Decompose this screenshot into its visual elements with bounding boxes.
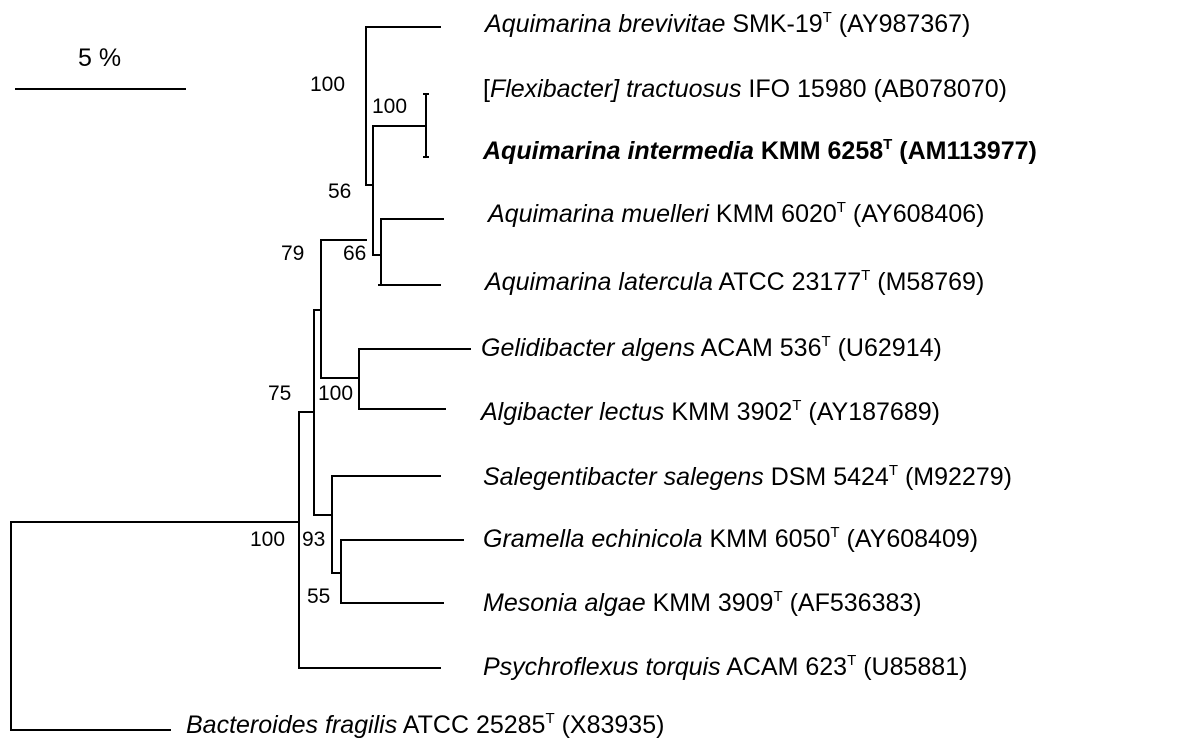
accession-number: (AY987367) bbox=[838, 10, 971, 38]
strain-id: ACAM 623 bbox=[726, 653, 848, 681]
type-strain-mark: T bbox=[792, 397, 802, 414]
accession-number: (U85881) bbox=[863, 653, 968, 681]
accession-number: (AF536383) bbox=[789, 589, 922, 617]
taxon-name: Aquimarina intermedia bbox=[483, 137, 754, 165]
strain-id: ATCC 23177 bbox=[718, 268, 862, 296]
tip-label-b-fragilis: Bacteroides fragilis ATCC 25285T (X83935… bbox=[186, 710, 664, 740]
accession-number: (AY608409) bbox=[846, 525, 979, 553]
type-strain-mark: T bbox=[545, 710, 555, 727]
bootstrap-root-ingroup: 100 bbox=[250, 528, 286, 551]
tip-label-g-echinicola: Gramella echinicola KMM 6050T (AY608409) bbox=[483, 524, 978, 554]
taxon-name: Mesonia algae bbox=[483, 589, 646, 617]
type-strain-mark: T bbox=[836, 199, 846, 216]
strain-id: KMM 3902 bbox=[671, 398, 793, 426]
strain-id: ATCC 25285 bbox=[402, 711, 546, 739]
taxon-name: Gramella echinicola bbox=[483, 525, 703, 553]
bootstrap-ingroup-all: 75 bbox=[268, 382, 292, 405]
type-strain-mark: T bbox=[822, 9, 832, 26]
type-strain-mark: T bbox=[861, 267, 871, 284]
accession-number: (AY608406) bbox=[852, 200, 985, 228]
taxon-name: Psychroflexus torquis bbox=[483, 653, 721, 681]
accession-number: (M92279) bbox=[904, 463, 1012, 491]
strain-id: DSM 5424 bbox=[770, 463, 889, 491]
tip-label-prefix: [ bbox=[483, 75, 490, 103]
tip-label-s-salegens: Salegentibacter salegens DSM 5424T (M922… bbox=[483, 462, 1012, 492]
tip-label-a-intermedia: Aquimarina intermedia KMM 6258T (AM11397… bbox=[483, 136, 1037, 166]
type-strain-mark: T bbox=[773, 588, 783, 605]
type-strain-mark: T bbox=[821, 333, 831, 350]
strain-id: IFO 15980 bbox=[748, 75, 867, 103]
taxon-name: Flexibacter bbox=[489, 75, 613, 103]
strain-id: KMM 3909 bbox=[652, 589, 774, 617]
accession-number: (X83935) bbox=[561, 711, 665, 739]
taxon-name: Aquimarina latercula bbox=[485, 268, 713, 296]
taxon-name: Aquimarina muelleri bbox=[488, 200, 709, 228]
bootstrap-gelidibacter-algibacter: 100 bbox=[318, 382, 354, 405]
type-strain-mark: T bbox=[847, 652, 857, 669]
strain-id: ACAM 536 bbox=[700, 334, 822, 362]
accession-number: (M58769) bbox=[877, 268, 985, 296]
accession-number: (AY187689) bbox=[808, 398, 940, 426]
bootstrap-muelleri-latercula: 66 bbox=[343, 242, 367, 265]
tip-label-p-torquis: Psychroflexus torquis ACAM 623T (U85881) bbox=[483, 652, 967, 682]
type-strain-mark: T bbox=[883, 136, 893, 153]
bootstrap-salegens-group: 93 bbox=[302, 528, 326, 551]
accession-number: (AB078070) bbox=[873, 75, 1007, 103]
accession-number: (U62914) bbox=[837, 334, 942, 362]
bootstrap-brevivitae-sister: 56 bbox=[328, 180, 352, 203]
tip-label-a-latercula: Aquimarina latercula ATCC 23177T (M58769… bbox=[485, 267, 984, 297]
taxon-name: Salegentibacter salegens bbox=[483, 463, 764, 491]
tip-label-f-tractuosus: [Flexibacter] tractuosus IFO 15980 (AB07… bbox=[483, 74, 1007, 104]
scale-bar-label: 5 % bbox=[78, 44, 122, 72]
bootstrap-ingroup-upper: 79 bbox=[281, 242, 305, 265]
bootstrap-echinicola-algae: 55 bbox=[307, 585, 331, 608]
bootstrap-intermedia-tractuosus: 100 bbox=[372, 95, 408, 118]
tip-label-a-brevivitae: Aquimarina brevivitae SMK-19T (AY987367) bbox=[485, 9, 970, 39]
taxon-name: Aquimarina brevivitae bbox=[485, 10, 726, 38]
bootstrap-aquimarina-clade: 100 bbox=[310, 73, 346, 96]
tip-label-m-algae: Mesonia algae KMM 3909T (AF536383) bbox=[483, 588, 922, 618]
tip-label-a-muelleri: Aquimarina muelleri KMM 6020T (AY608406) bbox=[488, 199, 984, 229]
strain-id: KMM 6258 bbox=[760, 137, 884, 165]
taxon-name: Gelidibacter algens bbox=[481, 334, 696, 362]
taxon-name: Bacteroides fragilis bbox=[186, 711, 398, 739]
type-strain-mark: T bbox=[830, 524, 840, 541]
strain-id: KMM 6020 bbox=[715, 200, 837, 228]
tip-label-a-lectus: Algibacter lectus KMM 3902T (AY187689) bbox=[481, 397, 940, 427]
type-strain-mark: T bbox=[888, 462, 898, 479]
accession-number: (AM113977) bbox=[899, 137, 1037, 165]
tip-label-g-algens: Gelidibacter algens ACAM 536T (U62914) bbox=[481, 333, 942, 363]
strain-id: SMK-19 bbox=[732, 10, 823, 38]
strain-id: KMM 6050 bbox=[709, 525, 831, 553]
taxon-name: Algibacter lectus bbox=[481, 398, 665, 426]
taxon-name-suffix: ] tractuosus bbox=[612, 75, 742, 103]
